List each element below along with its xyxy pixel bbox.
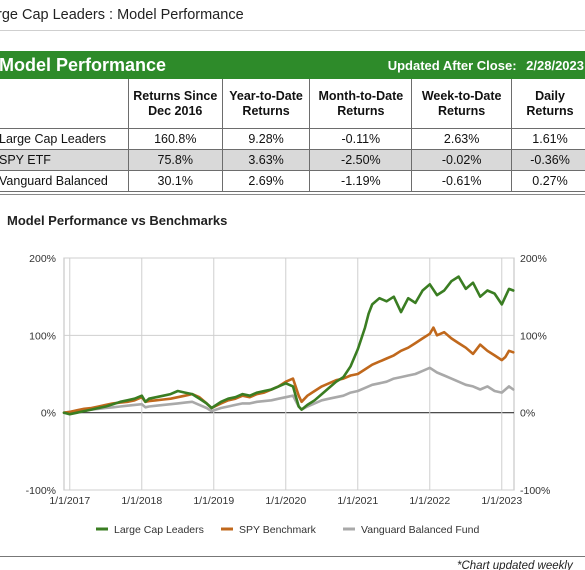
x-tick-label: 1/1/2023 [481, 495, 522, 507]
header-since-dec-2016: Returns Since Dec 2016 [127, 78, 223, 129]
y-tick-label-right: -100% [520, 485, 550, 497]
row-name: Vanguard Balanced [0, 170, 129, 192]
legend-label: Large Cap Leaders [114, 524, 204, 536]
header-mtd: Month-to-Date Returns [309, 78, 413, 129]
footnote-divider [0, 556, 585, 557]
banner-title: Model Performance [0, 51, 311, 79]
chart-series [62, 275, 515, 416]
row-name: Large Cap Leaders [0, 128, 129, 150]
series-line-vanguard-balanced-fund [62, 366, 515, 414]
title-divider [0, 30, 585, 31]
updated-date: 2/28/2023 [526, 57, 584, 73]
x-tick-label: 1/1/2021 [337, 495, 378, 507]
cell-since-dec: 160.8% [127, 128, 223, 150]
legend-label: Vanguard Balanced Fund [361, 524, 479, 536]
cell-mtd: -1.19% [309, 170, 413, 192]
cell-daily: -0.36% [511, 149, 585, 171]
x-tick-label: 1/1/2022 [409, 495, 450, 507]
x-tick-label: 1/1/2018 [121, 495, 162, 507]
y-tick-label-right: 100% [520, 330, 547, 342]
table-row: Large Cap Leaders 160.8% 9.28% -0.11% 2.… [0, 128, 585, 150]
chart-title: Model Performance vs Benchmarks [7, 213, 228, 228]
table-divider [0, 194, 585, 195]
x-tick-label: 1/1/2019 [193, 495, 234, 507]
header-wtd: Week-to-Date Returns [411, 78, 513, 129]
legend-label: SPY Benchmark [239, 524, 317, 536]
header-ytd: Year-to-Date Returns [221, 78, 311, 129]
plot-frame [63, 257, 515, 491]
row-name: SPY ETF [0, 149, 129, 171]
chart-axes: 200% 200%100% 100%0% 0%-100% -100%1/1/2017 1/… [26, 253, 551, 507]
x-tick-label: 1/1/2017 [49, 495, 90, 507]
y-tick-label-left: 200% [29, 253, 56, 265]
table-row: Vanguard Balanced 30.1% 2.69% -1.19% -0.… [0, 170, 585, 192]
cell-mtd: -0.11% [309, 128, 413, 150]
series-line-large-cap-leaders [62, 275, 515, 416]
chart-footnote: *Chart updated weekly [457, 560, 573, 570]
table-row: SPY ETF 75.8% 3.63% -2.50% -0.02% -0.36% [0, 149, 585, 171]
cell-daily: 1.61% [511, 128, 585, 150]
performance-chart: 200% 200%100% 100%0% 0%-100% -100%1/1/2017 1/… [26, 253, 551, 536]
cell-wtd: -0.02% [411, 149, 513, 171]
header-daily: Daily Returns [511, 78, 585, 129]
cell-since-dec: 30.1% [127, 170, 223, 192]
chart-grid [63, 257, 515, 491]
table-banner: Model Performance Updated After Close: 2… [0, 51, 585, 79]
cell-ytd: 3.63% [221, 149, 311, 171]
cell-ytd: 2.69% [221, 170, 311, 192]
cell-wtd: -0.61% [411, 170, 513, 192]
x-tick-label: 1/1/2020 [265, 495, 306, 507]
cell-ytd: 9.28% [221, 128, 311, 150]
table-header-row: Returns Since Dec 2016 Year-to-Date Retu… [0, 78, 585, 129]
y-tick-label-left: -100% [26, 485, 56, 497]
cell-wtd: 2.63% [411, 128, 513, 150]
cell-mtd: -2.50% [309, 149, 413, 171]
page-title: rge Cap Leaders : Model Performance [0, 7, 244, 23]
y-tick-label-left: 0% [41, 408, 56, 420]
cell-daily: 0.27% [511, 170, 585, 192]
performance-table: Model Performance Updated After Close: 2… [0, 51, 585, 192]
updated-stamp: Updated After Close: 2/28/2023 [309, 51, 585, 79]
chart-legend: Large Cap Leaders SPY Benchmark Vanguard B… [96, 524, 479, 536]
updated-label: Updated After Close: [387, 57, 517, 73]
y-tick-label-right: 0% [520, 408, 535, 420]
cell-since-dec: 75.8% [127, 149, 223, 171]
header-empty-cell [0, 78, 129, 129]
y-tick-label-right: 200% [520, 253, 547, 265]
y-tick-label-left: 100% [29, 330, 56, 342]
